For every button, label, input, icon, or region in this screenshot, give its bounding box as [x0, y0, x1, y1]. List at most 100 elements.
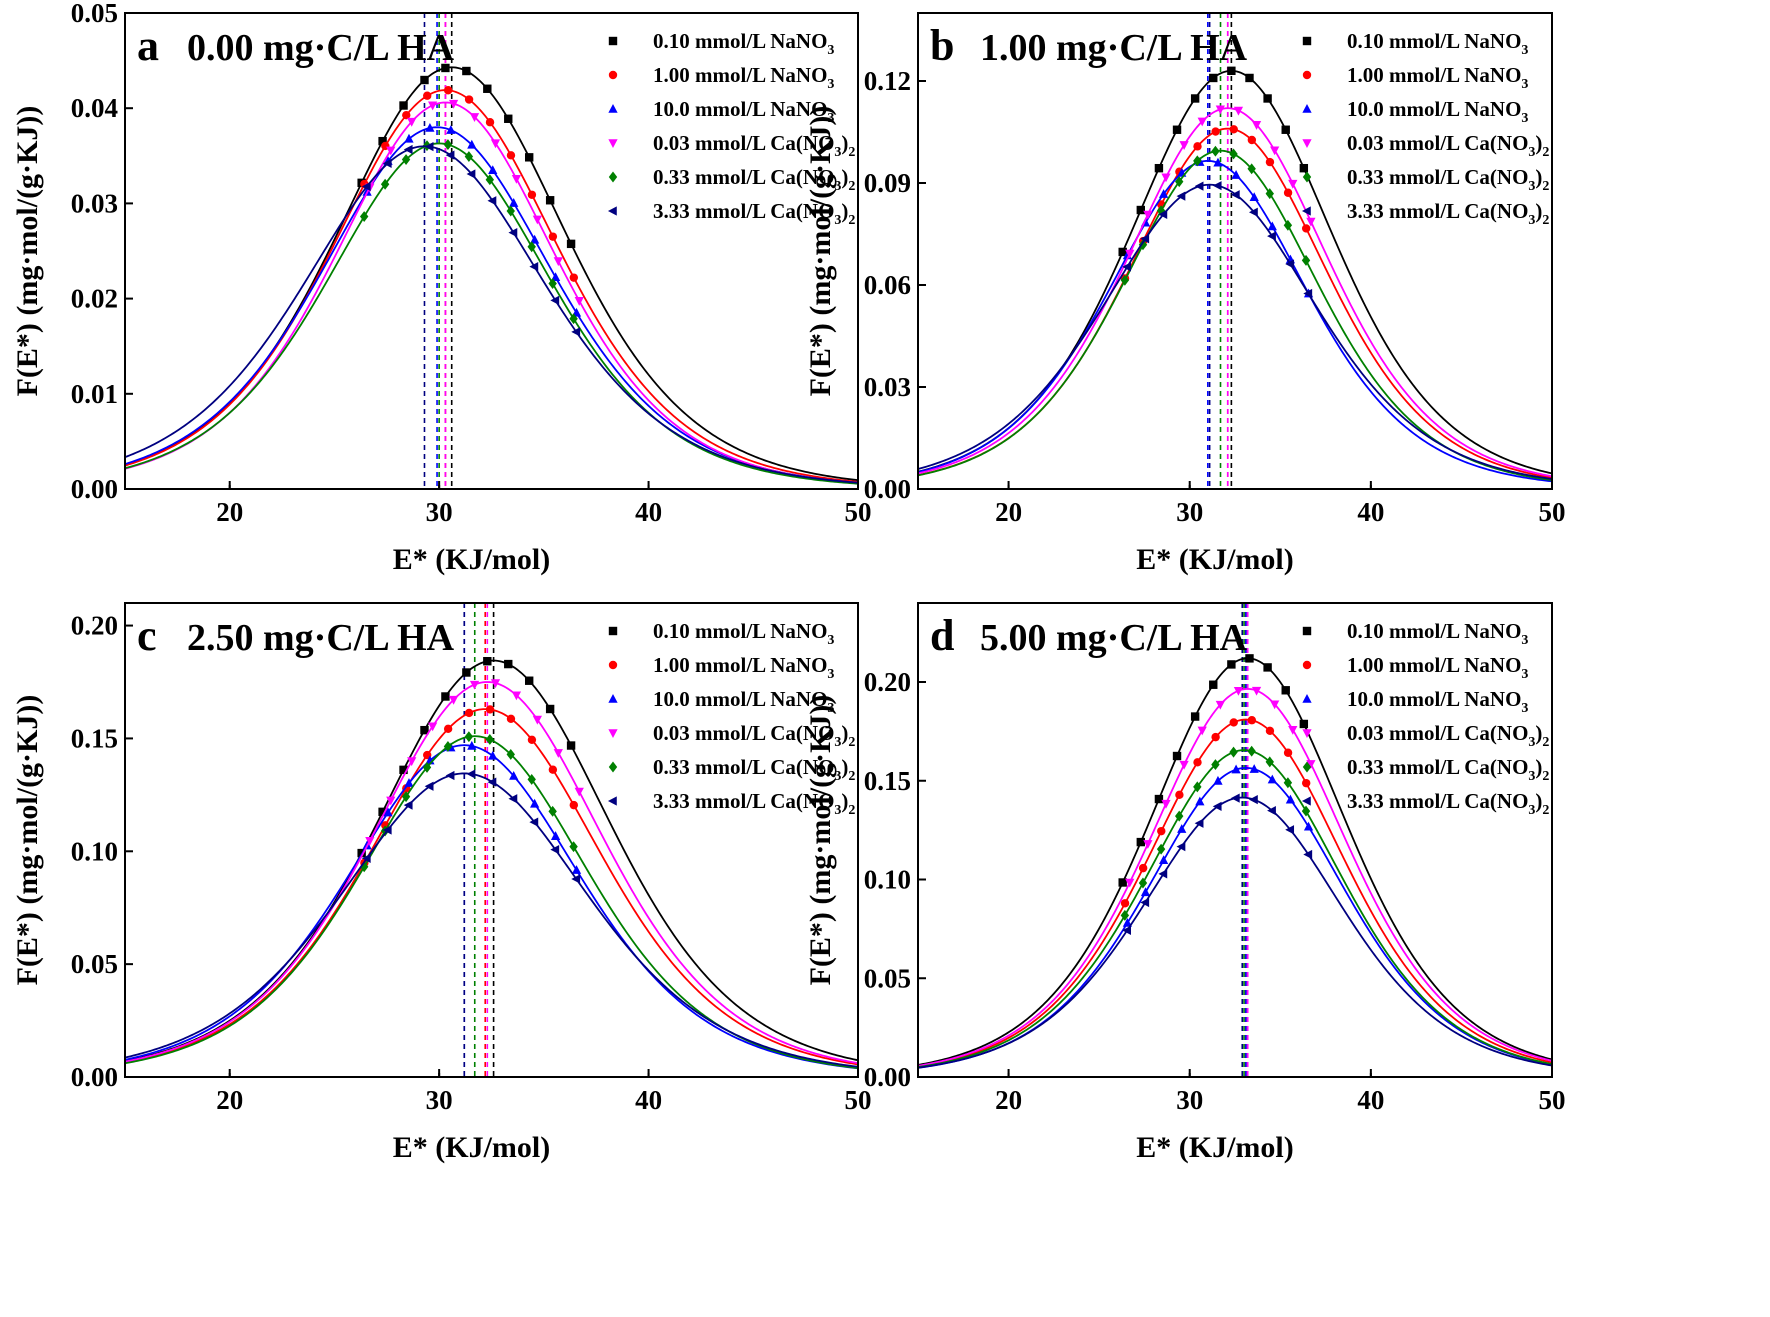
data-point [1213, 775, 1223, 785]
data-point [1158, 869, 1168, 879]
legend-label: 0.10 mmol/L NaNO3 [653, 619, 834, 648]
y-tick-label: 0.05 [864, 963, 911, 993]
legend-marker [607, 796, 617, 806]
data-point [1306, 217, 1316, 227]
data-point [1211, 127, 1220, 136]
data-point [504, 659, 513, 669]
data-point [1267, 231, 1276, 241]
data-point [1154, 794, 1164, 804]
data-point [1143, 210, 1153, 220]
data-point [1229, 746, 1238, 758]
data-point [1288, 725, 1298, 735]
data-point [1193, 781, 1202, 793]
data-point [378, 136, 387, 146]
data-point [443, 86, 453, 95]
data-point [446, 125, 456, 134]
data-point [466, 169, 476, 179]
data-point [1176, 842, 1186, 852]
legend-marker [608, 693, 618, 703]
data-point [1281, 125, 1290, 134]
y-tick-label: 0.00 [71, 1062, 118, 1092]
data-point [571, 865, 582, 874]
data-point [566, 741, 576, 750]
panel-letter: a [137, 21, 159, 70]
y-tick-label: 0.04 [71, 93, 118, 123]
data-point [569, 273, 579, 282]
data-point [1230, 190, 1240, 200]
data-point [545, 704, 555, 714]
data-point [378, 807, 387, 817]
panel-title: 0.00 mg·C/L HA [187, 27, 455, 69]
legend-label: 0.03 mmol/L Ca(NO3)2 [653, 721, 855, 750]
data-point [1193, 142, 1202, 151]
x-tick-label: 50 [1539, 497, 1566, 527]
data-point [383, 807, 393, 817]
data-point [1176, 191, 1186, 201]
data-point [1265, 188, 1274, 200]
data-point [1158, 209, 1168, 219]
data-point [1215, 105, 1225, 115]
data-point [1211, 732, 1220, 742]
data-point [1263, 94, 1272, 103]
data-point [420, 75, 429, 85]
data-point [464, 95, 474, 104]
y-axis-label: F(E*) (mg·mol/(g·KJ)) [11, 695, 44, 986]
legend-marker [1302, 729, 1312, 739]
data-point [1120, 274, 1130, 286]
y-tick-label: 0.01 [71, 379, 118, 409]
data-point [1172, 751, 1182, 761]
data-point [1190, 712, 1200, 721]
data-point [1231, 764, 1241, 774]
series-line [124, 66, 859, 482]
data-point [428, 722, 438, 732]
data-point [1194, 181, 1204, 191]
chart-panel-b: 20 30 40 500.000.030.060.090.12E* (KJ/mol)F… [804, 12, 1566, 576]
data-point [1125, 878, 1135, 888]
x-axis-label: E* (KJ/mol) [1136, 543, 1294, 576]
data-point [1248, 795, 1258, 805]
data-point [464, 151, 474, 162]
data-point [1301, 778, 1311, 788]
x-axis-label: E* (KJ/mol) [393, 543, 551, 576]
legend-marker [608, 103, 618, 113]
data-point [1270, 700, 1280, 710]
data-point [423, 91, 432, 100]
data-point [545, 196, 555, 205]
data-point [1179, 141, 1189, 151]
data-point [1212, 181, 1222, 191]
legend-marker [1301, 796, 1311, 806]
data-point [1303, 849, 1313, 860]
data-point [490, 139, 501, 149]
data-point [550, 272, 561, 282]
data-point [1157, 826, 1166, 836]
y-tick-label: 0.06 [864, 270, 911, 300]
y-tick-label: 0.03 [864, 372, 911, 402]
data-point [404, 778, 414, 787]
data-point [487, 196, 497, 206]
data-point [402, 110, 411, 120]
data-point [1283, 777, 1293, 789]
data-point [1122, 925, 1131, 935]
y-tick-label: 0.15 [864, 766, 911, 796]
data-point [1179, 760, 1189, 770]
series-line [917, 107, 1553, 478]
legend-label: 0.10 mmol/L NaNO3 [653, 29, 834, 58]
legend-label: 0.10 mmol/L NaNO3 [1347, 29, 1528, 58]
y-axis-label: F(E*) (mg·mol/(g·KJ)) [11, 106, 44, 397]
x-tick-label: 40 [635, 1085, 662, 1115]
x-tick-label: 30 [1176, 497, 1203, 527]
data-point [1229, 125, 1238, 134]
data-point [1156, 843, 1166, 855]
data-point [1159, 855, 1169, 865]
data-point [1283, 219, 1293, 231]
data-point [403, 800, 413, 810]
data-point [1175, 810, 1184, 822]
y-tick-label: 0.03 [71, 188, 118, 218]
x-tick-label: 30 [1176, 1085, 1203, 1115]
data-point [508, 228, 518, 238]
data-point [420, 725, 429, 735]
data-point [359, 211, 369, 222]
data-point [548, 805, 557, 817]
x-axis-label: E* (KJ/mol) [393, 1131, 551, 1164]
